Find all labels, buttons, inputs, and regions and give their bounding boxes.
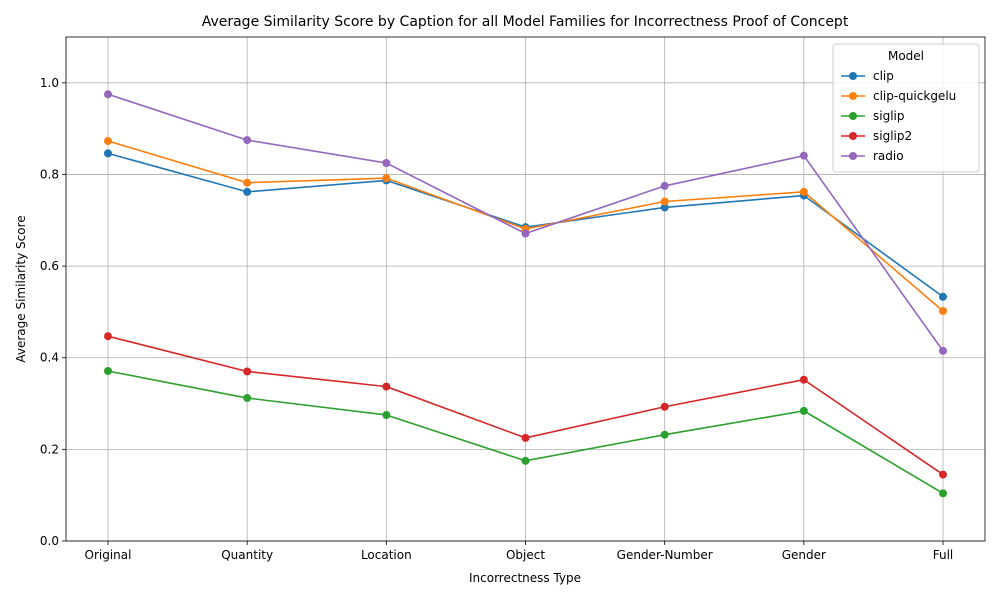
data-point <box>104 332 112 341</box>
data-point <box>799 375 808 384</box>
y-tick-label: 0.6 <box>40 259 59 273</box>
legend-label: siglip <box>873 109 905 123</box>
y-tick-label: 0.8 <box>40 167 59 181</box>
data-point <box>243 136 252 145</box>
data-point <box>382 174 391 183</box>
data-point <box>939 470 947 479</box>
data-point <box>660 402 669 411</box>
data-point <box>939 306 947 315</box>
legend: Model clip clip-quickgelu siglip siglip2 radi… <box>832 43 980 173</box>
data-point <box>243 187 252 196</box>
data-point <box>382 159 391 167</box>
x-tick-label: Location <box>361 548 412 562</box>
legend-swatch-marker <box>849 92 857 100</box>
data-point <box>799 406 808 415</box>
y-tick-label: 1.0 <box>40 76 59 90</box>
x-tick-label: Gender <box>782 548 826 562</box>
x-axis-ticks: Original Quantity Location Object Gender-Num… <box>85 541 954 562</box>
legend-swatch-marker <box>849 132 857 140</box>
data-point <box>521 433 530 442</box>
data-point <box>104 90 112 99</box>
data-point <box>660 430 669 439</box>
y-tick-label: 0.2 <box>40 442 59 456</box>
data-point <box>939 346 947 355</box>
series-siglip2 <box>104 332 947 479</box>
x-tick-label: Object <box>506 548 545 562</box>
data-point <box>104 367 112 376</box>
x-tick-label: Full <box>933 548 954 562</box>
data-point <box>799 151 808 160</box>
series-clip-quickgelu <box>104 137 947 315</box>
data-point <box>382 382 391 391</box>
legend-title: Model <box>888 49 924 63</box>
legend-item-siglip: siglip <box>841 109 905 123</box>
y-axis-ticks: 0.0 0.2 0.4 0.6 0.8 1.0 <box>40 76 66 548</box>
x-tick-label: Quantity <box>221 548 273 562</box>
y-tick-label: 0.0 <box>40 534 59 548</box>
series-layer <box>104 90 947 498</box>
data-point <box>660 197 669 206</box>
data-point <box>382 411 391 419</box>
data-point <box>939 489 947 498</box>
legend-swatch-marker <box>849 152 857 160</box>
data-point <box>243 178 252 187</box>
legend-item-clip-quickgelu: clip-quickgelu <box>841 89 956 103</box>
data-point <box>521 456 530 465</box>
data-point <box>243 394 252 403</box>
legend-swatch-marker <box>849 72 857 80</box>
series-radio <box>104 90 947 355</box>
legend-label: clip-quickgelu <box>873 89 956 103</box>
data-point <box>104 149 112 158</box>
data-point <box>104 137 112 146</box>
x-tick-label: Gender-Number <box>617 548 713 562</box>
legend-item-radio: radio <box>841 149 904 163</box>
legend-label: clip <box>873 69 894 83</box>
data-point <box>243 367 252 376</box>
x-axis-label: Incorrectness Type <box>469 571 581 585</box>
y-axis-label: Average Similarity Score <box>14 215 28 362</box>
legend-swatch-marker <box>849 112 857 120</box>
data-point <box>660 181 669 190</box>
chart-title: Average Similarity Score by Caption for … <box>202 14 849 30</box>
legend-label: radio <box>873 149 904 163</box>
data-point <box>799 187 808 196</box>
data-point <box>939 292 947 301</box>
y-tick-label: 0.4 <box>40 351 59 365</box>
legend-label: siglip2 <box>873 129 912 143</box>
x-tick-label: Original <box>85 548 132 562</box>
data-point <box>521 229 530 238</box>
legend-item-clip: clip <box>841 69 894 83</box>
series-siglip <box>104 367 947 498</box>
legend-box <box>832 43 980 173</box>
data-point <box>660 203 669 212</box>
legend-item-siglip2: siglip2 <box>841 129 912 143</box>
